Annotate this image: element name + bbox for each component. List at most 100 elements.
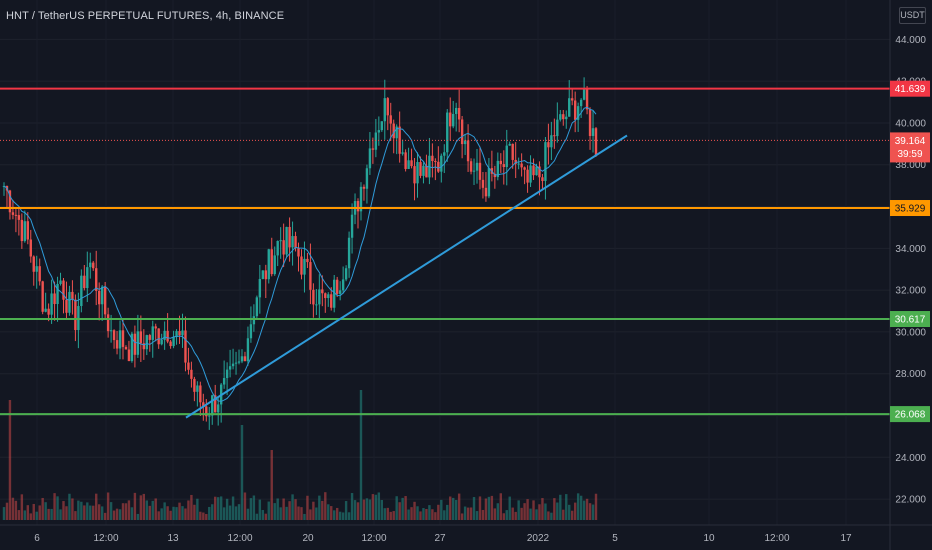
candle-body (511, 143, 514, 160)
candle-body (425, 165, 428, 178)
volume-bar (29, 513, 32, 520)
candle-body (26, 221, 29, 240)
candle-body (404, 152, 407, 169)
price-tick-label: 44.000 (895, 35, 926, 46)
volume-bar (169, 510, 172, 520)
candle-body (559, 114, 562, 120)
candle-body (431, 155, 434, 162)
moving-average-path (3, 106, 597, 402)
candle-body (38, 266, 41, 282)
price-tick-label: 24.000 (895, 453, 926, 464)
candle-body (264, 270, 267, 280)
candle-body (472, 170, 476, 172)
volume-bar (529, 508, 532, 520)
candle-body (359, 186, 363, 212)
volume-bar (312, 501, 315, 520)
volume-bar (62, 501, 65, 520)
volume-bar (23, 510, 27, 520)
volume-bar (279, 507, 282, 520)
volume-bar (365, 498, 369, 520)
price-tick-label: 40.000 (895, 118, 926, 129)
volume-bar (362, 499, 366, 520)
candle-body (434, 161, 437, 163)
volume-bar (294, 499, 297, 520)
volume-bar (437, 504, 440, 520)
volume-bar (157, 511, 160, 520)
volume-bar (237, 504, 241, 520)
candle-body (252, 316, 256, 325)
volume-bar (65, 506, 68, 520)
candle-body (261, 270, 265, 279)
candle-body (118, 330, 122, 349)
candle-body (579, 99, 583, 107)
volume-bar (502, 513, 505, 520)
volume-bar (573, 502, 577, 520)
candle-body (175, 331, 178, 337)
volume-bar (151, 500, 154, 520)
candle-body (585, 88, 589, 110)
volume-bar (562, 509, 565, 520)
volume-bar (526, 499, 529, 520)
volume-bar (449, 496, 452, 520)
candle-body (139, 331, 143, 344)
candle-body (187, 362, 190, 370)
volume-bar (585, 498, 589, 520)
volume-bar (32, 503, 35, 520)
candle-body (205, 406, 208, 417)
volume-bar (136, 513, 140, 520)
volume-bar (124, 503, 128, 520)
candle-body (172, 336, 175, 347)
time-axis[interactable]: 6 12:00 13 12:00 20 12:00 27 2022 5 10 12:00 17 (0, 524, 932, 544)
volume-bar (541, 498, 544, 520)
volume-bar (496, 503, 500, 520)
time-tick-label: 6 (34, 533, 40, 544)
volume-bar (41, 497, 44, 520)
currency-unit-button[interactable]: USDT (899, 7, 926, 24)
volume-bar (26, 505, 29, 520)
candle-body (499, 160, 503, 165)
volume-bar (297, 506, 300, 520)
volume-bar (487, 496, 491, 520)
volume-bar (538, 504, 541, 520)
candle-body (460, 119, 464, 145)
price-tick-label: 32.000 (895, 286, 926, 297)
volume-bar (386, 507, 389, 520)
volume-bar (457, 493, 461, 520)
volume-bar (472, 497, 476, 520)
volume-bar (47, 508, 50, 520)
candle-body (365, 168, 369, 189)
volume-bar (330, 506, 333, 520)
volume-bar (288, 501, 291, 520)
time-tick-label: 17 (840, 533, 852, 544)
candle-body (23, 221, 27, 242)
volume-bar (383, 508, 386, 520)
candle-body (20, 219, 24, 242)
volume-bar (505, 510, 508, 520)
volume-bar (187, 500, 190, 520)
volume-bar (14, 500, 18, 520)
candle-body (169, 341, 172, 347)
candle-body (374, 132, 378, 150)
candle-body (356, 201, 360, 212)
candle-body (95, 268, 98, 291)
candle-body (327, 294, 330, 299)
candle-body (234, 362, 238, 364)
candle-body (249, 324, 253, 339)
candle-body (211, 395, 214, 416)
candle-body (216, 404, 220, 413)
volume-bar (249, 498, 253, 520)
candle-body (133, 333, 137, 355)
candle-body (190, 369, 193, 379)
volume-bar (315, 507, 318, 520)
candle-body (419, 162, 422, 176)
candle-body (333, 279, 336, 308)
volume-bar (228, 505, 232, 520)
volume-bar (300, 507, 303, 520)
candle-body (452, 113, 455, 127)
candle-body (315, 304, 318, 306)
volume-bar (255, 513, 259, 520)
price-axis[interactable]: 44.00042.00040.00038.00036.00034.00032.0… (889, 0, 930, 550)
candle-body (222, 378, 226, 385)
volume-bar (211, 504, 214, 520)
